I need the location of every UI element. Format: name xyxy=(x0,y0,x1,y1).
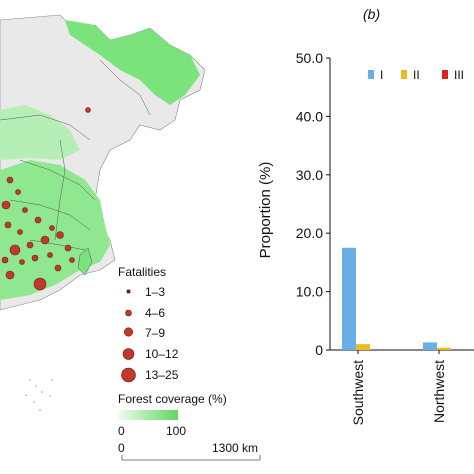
panel-label: (b) xyxy=(363,6,380,22)
bars xyxy=(342,247,451,350)
bar-II-southwest xyxy=(356,344,370,350)
fatalities-legend-title: Fatalities xyxy=(118,265,166,279)
fatality-class-1-marker xyxy=(126,289,131,294)
forest-coverage-legend: Forest coverage (%) 0 100 xyxy=(118,392,227,438)
y-tick-label: 10.0 xyxy=(296,284,323,300)
y-tick-label: 40.0 xyxy=(296,108,323,124)
x-tick-label-northwest: Northwest xyxy=(431,360,447,423)
forest-gradient-bar xyxy=(118,410,178,420)
fatality-class-4-label: 10–12 xyxy=(145,347,179,361)
forest-max-label: 100 xyxy=(166,424,186,438)
map-panel xyxy=(0,14,206,411)
fatality-class-2-label: 4–6 xyxy=(145,306,165,320)
bar-chart: (b) Proportion (%) 0 10.0 20.0 30.0 40.0 50.0… xyxy=(257,6,474,425)
fatality-class-5-label: 13–25 xyxy=(145,368,179,382)
series-legend: I II III xyxy=(368,68,464,82)
forest-min-label: 0 xyxy=(118,424,125,438)
legend-swatch-II xyxy=(401,70,407,79)
y-tick-label: 20.0 xyxy=(296,225,323,241)
fatalities-legend: Fatalities 1–3 4–6 7–9 10–12 13–25 xyxy=(118,265,179,383)
fatality-class-5-marker xyxy=(121,367,136,383)
y-axis-label: Proportion (%) xyxy=(257,162,274,259)
scale-bar: 0 1300 km xyxy=(118,441,261,461)
forest-central xyxy=(0,105,80,160)
bar-I-northwest xyxy=(423,342,437,350)
x-tick-label-southwest: Southwest xyxy=(350,360,366,425)
y-tick-label: 30.0 xyxy=(296,167,323,183)
legend-swatch-I xyxy=(368,70,374,79)
legend-label-I: I xyxy=(380,68,383,82)
legend-label-III: III xyxy=(454,68,464,82)
bar-I-southwest xyxy=(342,247,356,350)
fatality-class-3-label: 7–9 xyxy=(145,326,165,340)
fatality-markers xyxy=(1,107,91,291)
legend-swatch-III xyxy=(442,70,448,79)
fatality-class-3-marker xyxy=(124,327,134,337)
fatality-class-2-marker xyxy=(125,309,132,317)
forest-northeast xyxy=(65,20,200,105)
x-ticks: Southwest Northwest xyxy=(350,350,447,425)
y-tick-label: 0 xyxy=(315,342,323,358)
scattered-islands xyxy=(25,379,53,411)
legend-label-II: II xyxy=(413,68,420,82)
y-tick-label: 50.0 xyxy=(296,50,323,66)
fatality-class-4-marker xyxy=(122,348,135,360)
scale-zero-label: 0 xyxy=(118,441,125,455)
bar-II-northwest xyxy=(437,347,451,350)
province-borders xyxy=(0,59,151,251)
y-ticks: 0 10.0 20.0 30.0 40.0 50.0 xyxy=(296,50,330,358)
taiwan-island xyxy=(77,247,93,276)
fatality-class-1-label: 1–3 xyxy=(145,285,165,299)
scale-max-label: 1300 km xyxy=(212,441,258,455)
forest-legend-title: Forest coverage (%) xyxy=(118,392,227,406)
